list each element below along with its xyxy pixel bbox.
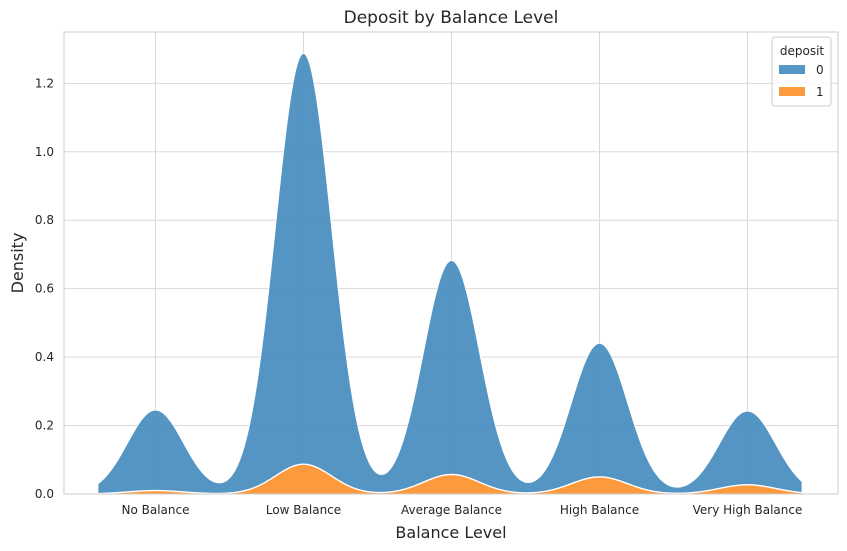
series-boundary-line — [97, 463, 803, 495]
plot-frame — [63, 31, 839, 495]
y-tick-label: 1.2 — [35, 76, 54, 90]
y-tick-label: 0.0 — [35, 487, 54, 501]
legend: deposit 0 1 — [771, 36, 832, 107]
y-tick-label: 0.8 — [35, 213, 54, 227]
series-1-area — [98, 464, 802, 494]
x-tick-label: Average Balance — [401, 503, 502, 517]
x-tick-label: Very High Balance — [693, 503, 803, 517]
y-axis-label: Density — [8, 233, 27, 294]
y-axis-ticks: 0.0 0.2 0.4 0.6 0.8 1.0 1.2 — [35, 76, 54, 501]
x-axis-ticks: No Balance Low Balance Average Balance High… — [122, 503, 803, 517]
chart-title: Deposit by Balance Level — [344, 8, 559, 28]
legend-title: deposit — [780, 44, 825, 58]
x-tick-label: No Balance — [122, 503, 190, 517]
series-0-area — [97, 53, 803, 495]
legend-swatch-0 — [779, 65, 805, 74]
legend-swatch-1 — [779, 87, 805, 96]
y-tick-label: 0.2 — [35, 419, 54, 433]
x-tick-label: Low Balance — [266, 503, 341, 517]
y-tick-label: 0.6 — [35, 282, 54, 296]
legend-label-0: 0 — [816, 63, 824, 77]
legend-label-1: 1 — [816, 85, 824, 99]
x-axis-label: Balance Level — [395, 523, 506, 542]
y-tick-label: 0.4 — [35, 350, 54, 364]
x-tick-label: High Balance — [560, 503, 639, 517]
density-areas — [97, 53, 803, 495]
y-tick-label: 1.0 — [35, 145, 54, 159]
